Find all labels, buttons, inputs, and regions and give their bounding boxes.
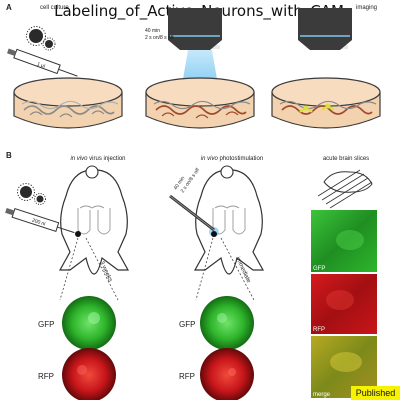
panel-a-letter: A (6, 3, 12, 12)
rfp-label-1: RFP (38, 372, 54, 381)
rfp-label-2: RFP (179, 372, 195, 381)
gfp-label-1: GFP (38, 320, 54, 329)
virus-particles-icon (26, 26, 56, 51)
optic-fiber-icon (169, 194, 215, 232)
slice-label-rfp: RFP (313, 327, 325, 333)
slice-label-gfp: GFP (313, 266, 325, 272)
gfp-image-1 (62, 296, 116, 350)
cell-culture-label: cell culture (40, 5, 69, 11)
mouse-head-1 (58, 165, 130, 275)
syringe-volume-label-2: 200 nl (31, 218, 46, 228)
gfp-image-2 (200, 296, 254, 350)
brain-slice-schematic-icon (317, 169, 373, 209)
objective-text-line1: 40 min (145, 28, 160, 34)
published-badge: Published (351, 386, 400, 400)
panel-b-letter: B (6, 151, 12, 160)
culture-dish-3 (271, 77, 381, 129)
syringe-icon-2 (5, 207, 75, 234)
slice-image-rfp (311, 274, 377, 334)
rfp-image-1 (62, 348, 116, 400)
virus-particles-icon-2 (17, 183, 46, 205)
syringe-icon (7, 48, 78, 77)
col2-header: in vivo photostimulation (201, 156, 263, 162)
syringe-volume-label: 1 µl (36, 61, 46, 69)
col3-header: acute brain slices (323, 156, 369, 162)
imaging-label: imaging (356, 5, 377, 11)
objective-text-line2: 2 s on/8 s off (145, 35, 174, 41)
col1-header: in vivo virus injection (70, 156, 125, 162)
mouse-head-2 (193, 165, 265, 275)
culture-dish-2 (145, 77, 255, 129)
rfp-image-2 (200, 348, 254, 400)
slice-label-merge: merge (313, 392, 331, 398)
slice-image-gfp (311, 210, 377, 272)
gfp-label-2: GFP (179, 320, 195, 329)
culture-dish-1 (13, 77, 123, 129)
objective-imaging (298, 8, 352, 50)
